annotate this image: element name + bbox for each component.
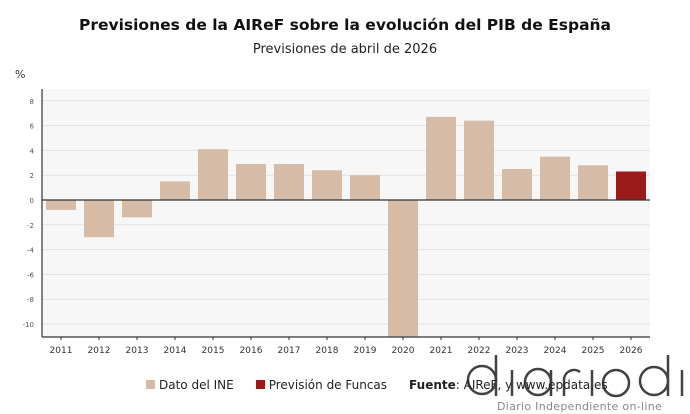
x-tick-label: 2015 (202, 346, 225, 356)
bar-2021 (426, 116, 456, 200)
legend-item-funcas[interactable]: Previsión de Funcas (255, 378, 388, 392)
bar-2019 (350, 175, 380, 200)
bar-2012 (84, 200, 114, 238)
x-tick-label: 2014 (164, 346, 187, 356)
y-tick-label: -4 (27, 247, 35, 255)
bar-2022 (464, 120, 494, 200)
watermark-tagline: Diario Independiente on-line (497, 400, 663, 413)
x-tick-label: 2022 (468, 346, 491, 356)
y-tick-label: 8 (30, 98, 34, 106)
x-tick-label: 2017 (278, 346, 301, 356)
legend-label: Previsión de Funcas (268, 378, 388, 392)
bar-2015 (198, 149, 228, 200)
x-tick-label: 2019 (354, 346, 377, 356)
legend-item-ine[interactable]: Dato del INE (146, 378, 234, 392)
bar-2014 (160, 181, 190, 200)
x-tick-label: 2011 (50, 346, 73, 356)
y-tick-label: 4 (30, 147, 35, 155)
legend: Dato del INE Previsión de Funcas Fuente:… (146, 378, 608, 392)
bar-2017 (274, 164, 304, 200)
bar-2020 (388, 200, 418, 337)
bar-2023 (502, 169, 532, 200)
source-label: Fuente (409, 378, 456, 392)
y-tick-label: -2 (27, 222, 34, 230)
x-tick-label: 2013 (126, 346, 149, 356)
bar-2025 (578, 165, 608, 200)
y-axis-label: % (15, 68, 26, 81)
legend-label: Dato del INE (159, 378, 234, 392)
bar-2024 (540, 156, 570, 200)
bar-2026 (616, 171, 646, 200)
legend-swatch (146, 380, 155, 389)
y-tick-label: 0 (30, 197, 34, 205)
y-tick-label: -6 (27, 271, 35, 279)
y-tick-label: -8 (27, 296, 34, 304)
x-tick-label: 2025 (582, 346, 605, 356)
y-tick-label: 2 (30, 172, 34, 180)
chart-subtitle: Previsiones de abril de 2026 (252, 42, 438, 57)
x-tick-label: 2021 (430, 346, 453, 356)
y-tick-label: -10 (23, 321, 34, 329)
x-tick-label: 2016 (240, 346, 263, 356)
watermark-logo (466, 355, 684, 398)
x-tick-label: 2024 (544, 346, 567, 356)
x-tick-label: 2018 (316, 346, 339, 356)
x-tick-label: 2012 (88, 346, 111, 356)
legend-swatch (255, 380, 265, 389)
bar-2011 (46, 200, 76, 210)
x-tick-label: 2020 (392, 346, 415, 356)
x-tick-label: 2023 (506, 346, 529, 356)
chart-title: Previsiones de la AIReF sobre la evoluci… (78, 16, 612, 34)
bar-2013 (122, 200, 152, 218)
x-tick-label: 2026 (620, 346, 643, 356)
y-tick-label: 6 (30, 123, 35, 131)
bar-2016 (236, 164, 266, 200)
bar-2018 (312, 170, 342, 200)
